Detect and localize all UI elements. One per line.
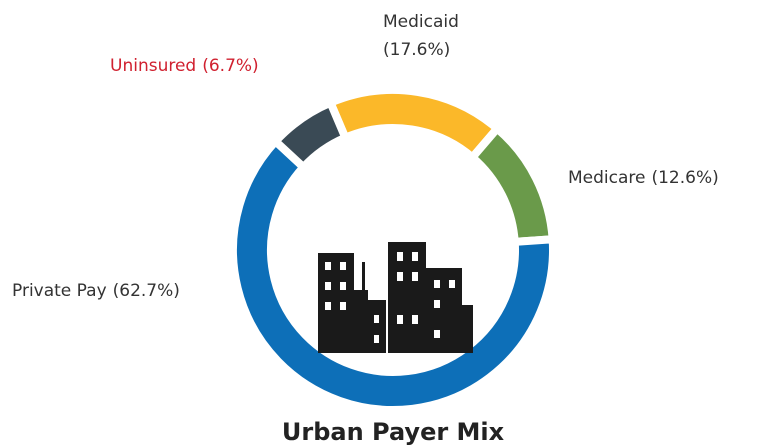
segment-label: Medicaid (17.6%) — [383, 12, 459, 60]
category-name: Medicare — [568, 168, 645, 188]
value-label: (6.7%) — [202, 56, 258, 76]
donut-segment — [325, 86, 503, 164]
chart-title: Urban Payer Mix — [282, 418, 505, 446]
donut-segment — [466, 122, 557, 247]
segment-label: Uninsured (6.7%) — [110, 56, 259, 76]
city-icon — [318, 242, 473, 353]
donut-segment — [269, 97, 351, 173]
segment-label: Medicare (12.6%) — [568, 168, 719, 188]
value-label: (12.6%) — [651, 168, 718, 188]
value-label: (17.6%) — [383, 40, 450, 60]
category-name: Medicaid — [383, 12, 459, 32]
donut-segment — [229, 135, 557, 414]
value-label: (62.7%) — [113, 281, 180, 301]
category-name: Private Pay — [12, 281, 107, 301]
segment-label: Private Pay (62.7%) — [12, 281, 180, 301]
category-name: Uninsured — [110, 56, 196, 76]
